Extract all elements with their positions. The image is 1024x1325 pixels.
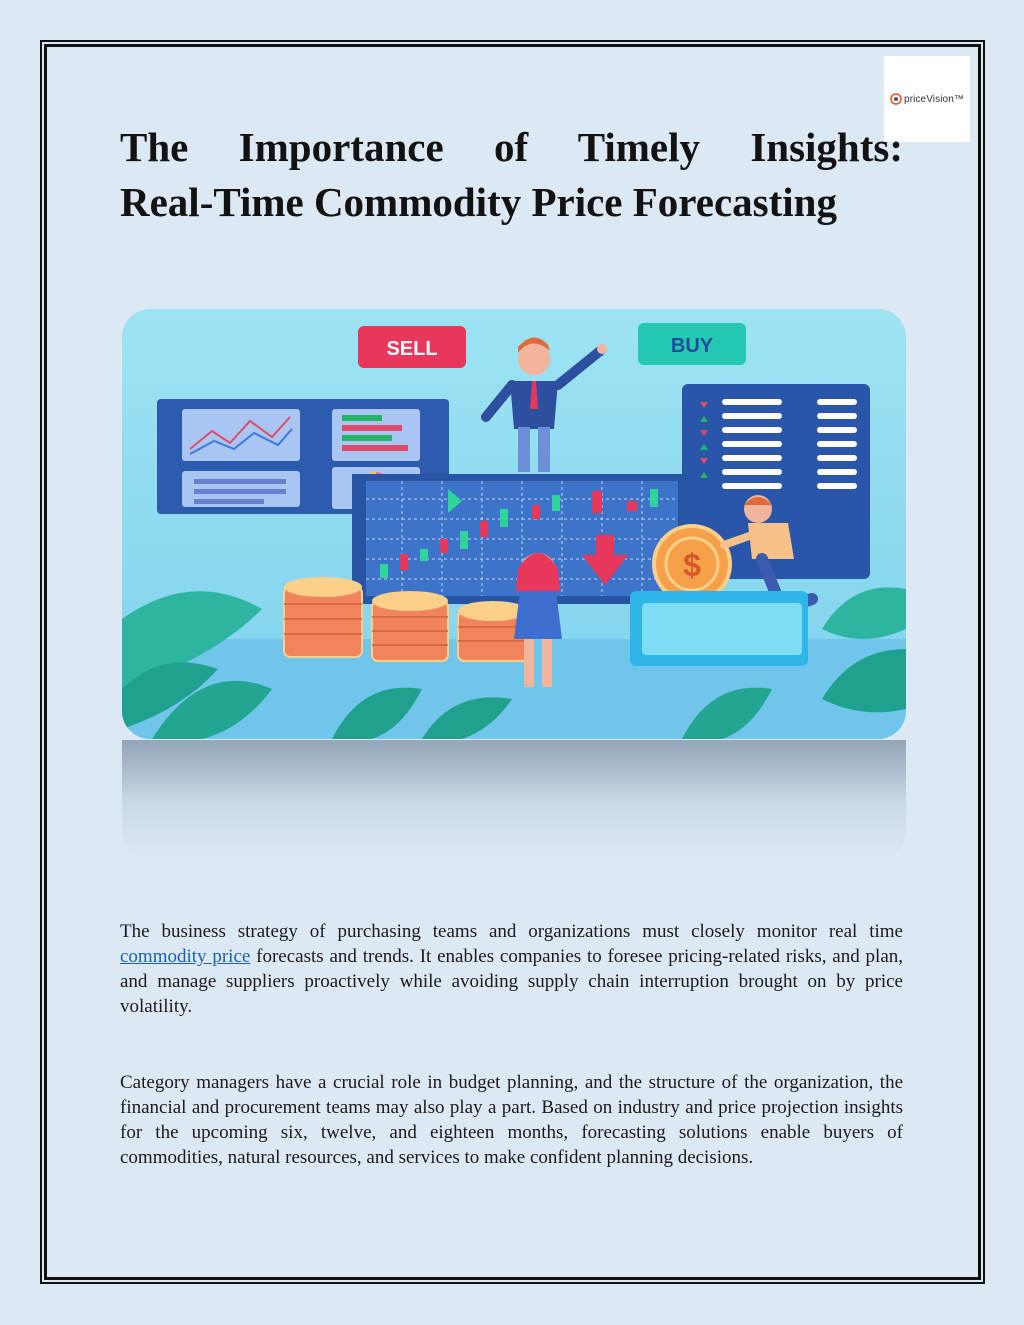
paragraph-1: The business strategy of purchasing team… — [120, 919, 903, 1019]
title-line-2: Real-Time Commodity Price Forecasting — [120, 179, 837, 225]
hero-illustration: SELL BUY — [122, 309, 906, 739]
paragraph-1-after: forecasts and trends. It enables compani… — [120, 946, 903, 1017]
hero-illustration-svg: SELL BUY — [122, 309, 906, 739]
page-border-inner — [44, 44, 981, 1280]
title-line-1: The Importance of Timely Insights: — [120, 124, 903, 170]
paragraph-2: Category managers have a crucial role in… — [120, 1072, 903, 1168]
woman-figure-icon — [514, 553, 562, 687]
leaves-left-icon — [122, 591, 272, 739]
dollar-symbol: $ — [683, 547, 701, 583]
reflection-shade — [122, 740, 906, 800]
page-title: The Importance of Timely Insights: Real-… — [120, 120, 903, 230]
logo-mark-icon — [890, 93, 902, 105]
leaves-right-icon — [682, 587, 906, 739]
buy-sign-icon: BUY — [638, 323, 746, 365]
data-table-panel-icon — [682, 384, 870, 579]
buy-label: BUY — [671, 335, 714, 357]
sell-sign-icon: SELL — [358, 326, 466, 368]
page-border-outer — [40, 40, 985, 1284]
dollar-coin-icon: $ — [652, 524, 732, 604]
businessman-figure-icon — [481, 337, 607, 472]
sell-label: SELL — [386, 338, 437, 360]
commodity-price-link[interactable]: commodity price — [120, 946, 251, 967]
wallet-icon — [630, 591, 808, 666]
logo-text: priceVision™ — [904, 93, 964, 105]
hero-reflection — [122, 740, 906, 860]
paragraph-1-before: The business strategy of purchasing team… — [120, 921, 903, 942]
leaves-center-icon — [332, 687, 512, 739]
pricevision-logo: priceVision™ — [884, 56, 970, 142]
